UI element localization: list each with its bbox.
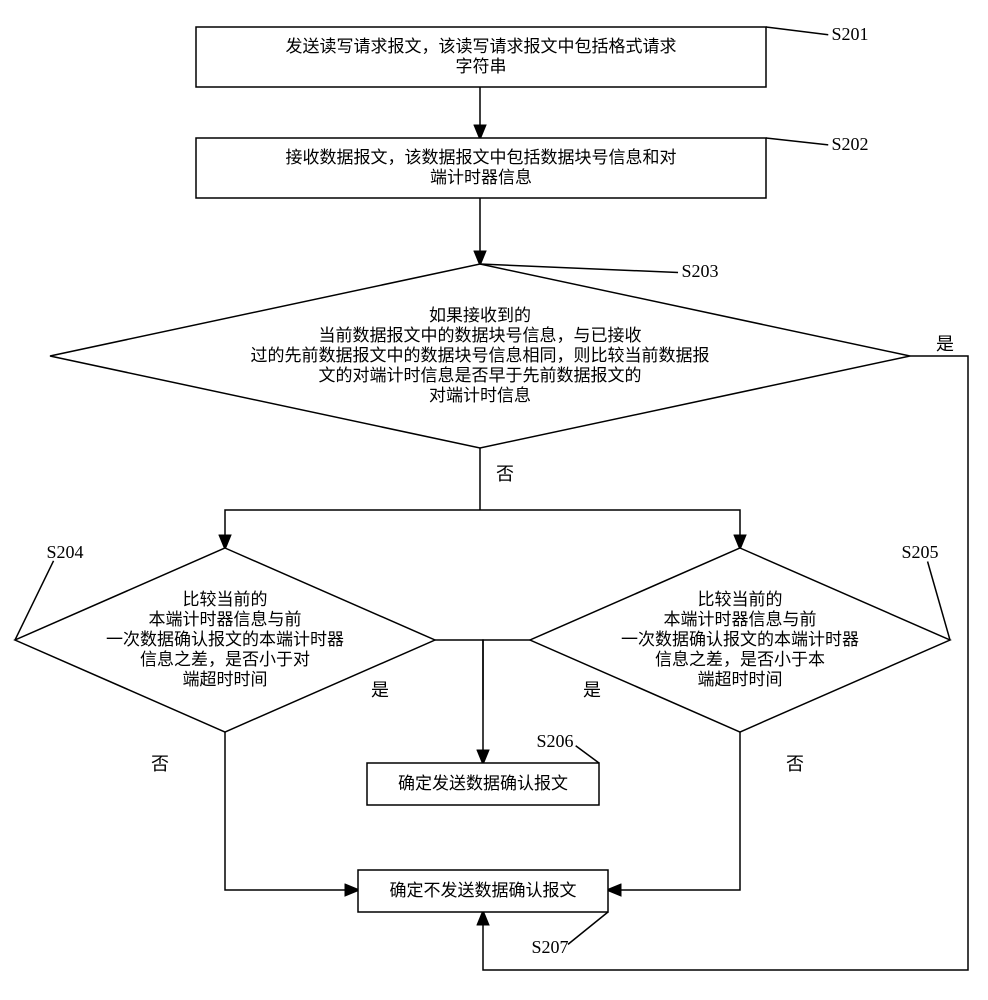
node-s206: 确定发送数据确认报文 (367, 763, 599, 805)
step-label-s205: S205 (901, 542, 938, 562)
step-label-s201: S201 (831, 24, 868, 44)
edge-label-s205_yes: 是 (583, 680, 601, 700)
edge (225, 510, 480, 548)
edge-label-s204_yes: 是 (371, 680, 389, 700)
edge (608, 732, 740, 890)
step-label-s207: S207 (531, 937, 568, 957)
node-s201: 发送读写请求报文，该读写请求报文中包括格式请求字符串 (196, 27, 766, 87)
edge (435, 640, 483, 700)
svg-text:确定发送数据确认报文: 确定发送数据确认报文 (398, 774, 568, 793)
step-label-s202: S202 (831, 134, 868, 154)
edge (483, 640, 530, 763)
node-s202: 接收数据报文，该数据报文中包括数据块号信息和对端计时器信息 (196, 138, 766, 198)
node-s204: 比较当前的本端计时器信息与前一次数据确认报文的本端计时器信息之差，是否小于对端超… (15, 548, 435, 732)
edge-label-s205_no: 否 (786, 754, 804, 774)
step-label-s204: S204 (46, 542, 83, 562)
step-label-s203: S203 (681, 261, 718, 281)
edge (480, 510, 740, 548)
node-s207: 确定不发送数据确认报文 (358, 870, 608, 912)
edge-label-s203_yes: 是 (936, 334, 954, 354)
edge (225, 732, 358, 890)
edge-label-s204_no: 否 (151, 754, 169, 774)
node-s203: 如果接收到的当前数据报文中的数据块号信息，与已接收过的先前数据报文中的数据块号信… (50, 264, 910, 448)
step-label-s206: S206 (536, 731, 573, 751)
node-s205: 比较当前的本端计时器信息与前一次数据确认报文的本端计时器信息之差，是否小于本端超… (530, 548, 950, 732)
edge-label-s203_no: 否 (496, 464, 514, 484)
svg-text:确定不发送数据确认报文: 确定不发送数据确认报文 (390, 881, 577, 900)
